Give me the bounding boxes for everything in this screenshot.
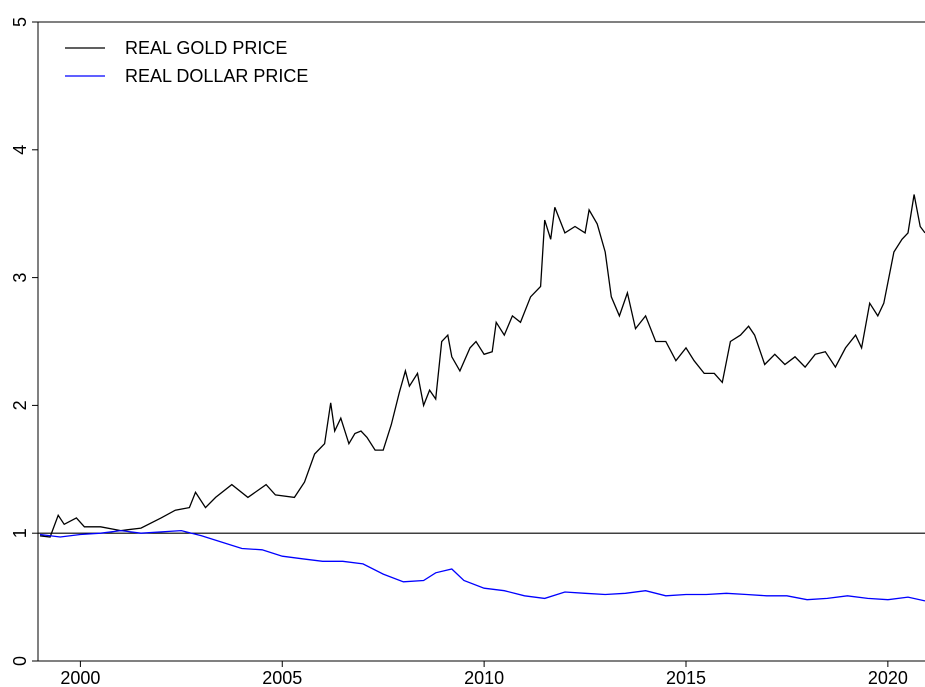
x-tick-label: 2000 — [60, 668, 100, 687]
y-tick-label: 0 — [10, 656, 30, 666]
data-line — [39, 529, 925, 602]
legend-label: REAL GOLD PRICE — [125, 38, 287, 58]
y-tick-label: 3 — [10, 273, 30, 283]
y-tick-label: 2 — [10, 400, 30, 410]
x-tick-label: 2015 — [666, 668, 706, 687]
x-tick-label: 2005 — [262, 668, 302, 687]
x-tick-label: 2020 — [868, 668, 908, 687]
plot-frame — [37, 21, 925, 662]
legend-label: REAL DOLLAR PRICE — [125, 66, 308, 86]
y-tick-label: 4 — [10, 145, 30, 155]
data-line — [39, 194, 925, 538]
y-tick-label: 5 — [10, 17, 30, 27]
y-tick-label: 1 — [10, 528, 30, 538]
x-tick-label: 2010 — [464, 668, 504, 687]
